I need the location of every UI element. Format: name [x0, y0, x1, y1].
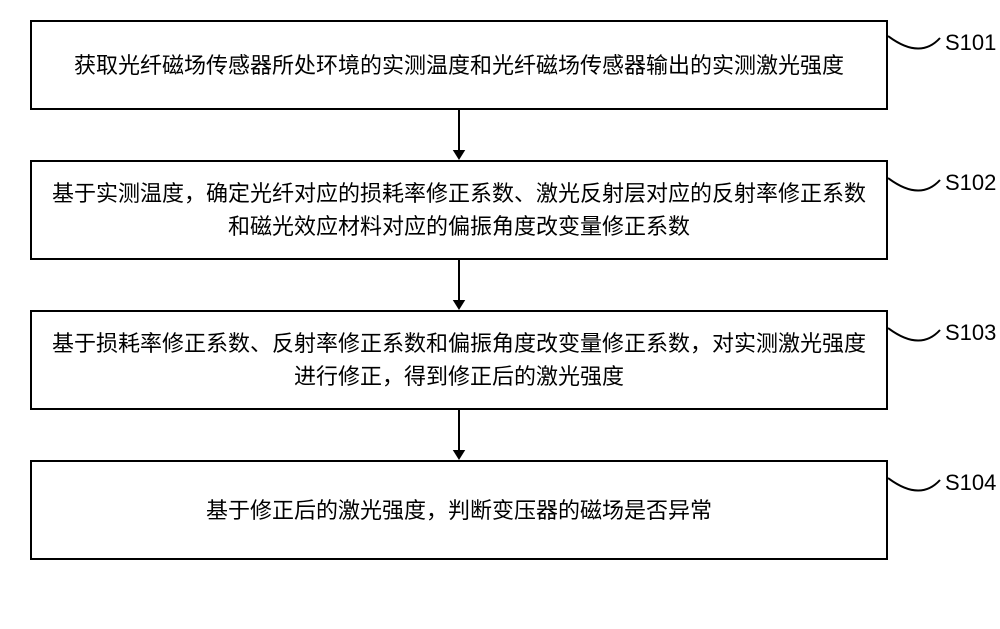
step-text: 获取光纤磁场传感器所处环境的实测温度和光纤磁场传感器输出的实测激光强度 — [74, 49, 844, 82]
step-label-s104: S104 — [945, 470, 996, 496]
flowchart-canvas: 获取光纤磁场传感器所处环境的实测温度和光纤磁场传感器输出的实测激光强度 S101 基… — [0, 0, 1000, 629]
step-label-s101: S101 — [945, 30, 996, 56]
step-text: 基于修正后的激光强度，判断变压器的磁场是否异常 — [206, 494, 712, 527]
arrow-1 — [447, 108, 471, 162]
lead-curve-s104 — [884, 474, 944, 506]
step-box-s103: 基于损耗率修正系数、反射率修正系数和偏振角度改变量修正系数，对实测激光强度进行修… — [30, 310, 888, 410]
step-box-s101: 获取光纤磁场传感器所处环境的实测温度和光纤磁场传感器输出的实测激光强度 — [30, 20, 888, 110]
arrow-3 — [447, 408, 471, 462]
step-text: 基于损耗率修正系数、反射率修正系数和偏振角度改变量修正系数，对实测激光强度进行修… — [52, 327, 866, 393]
step-box-s104: 基于修正后的激光强度，判断变压器的磁场是否异常 — [30, 460, 888, 560]
lead-curve-s103 — [884, 324, 944, 356]
step-label-s103: S103 — [945, 320, 996, 346]
arrow-2 — [447, 258, 471, 312]
lead-curve-s101 — [884, 32, 944, 64]
step-text: 基于实测温度，确定光纤对应的损耗率修正系数、激光反射层对应的反射率修正系数和磁光… — [52, 177, 866, 243]
step-label-s102: S102 — [945, 170, 996, 196]
step-box-s102: 基于实测温度，确定光纤对应的损耗率修正系数、激光反射层对应的反射率修正系数和磁光… — [30, 160, 888, 260]
lead-curve-s102 — [884, 174, 944, 206]
